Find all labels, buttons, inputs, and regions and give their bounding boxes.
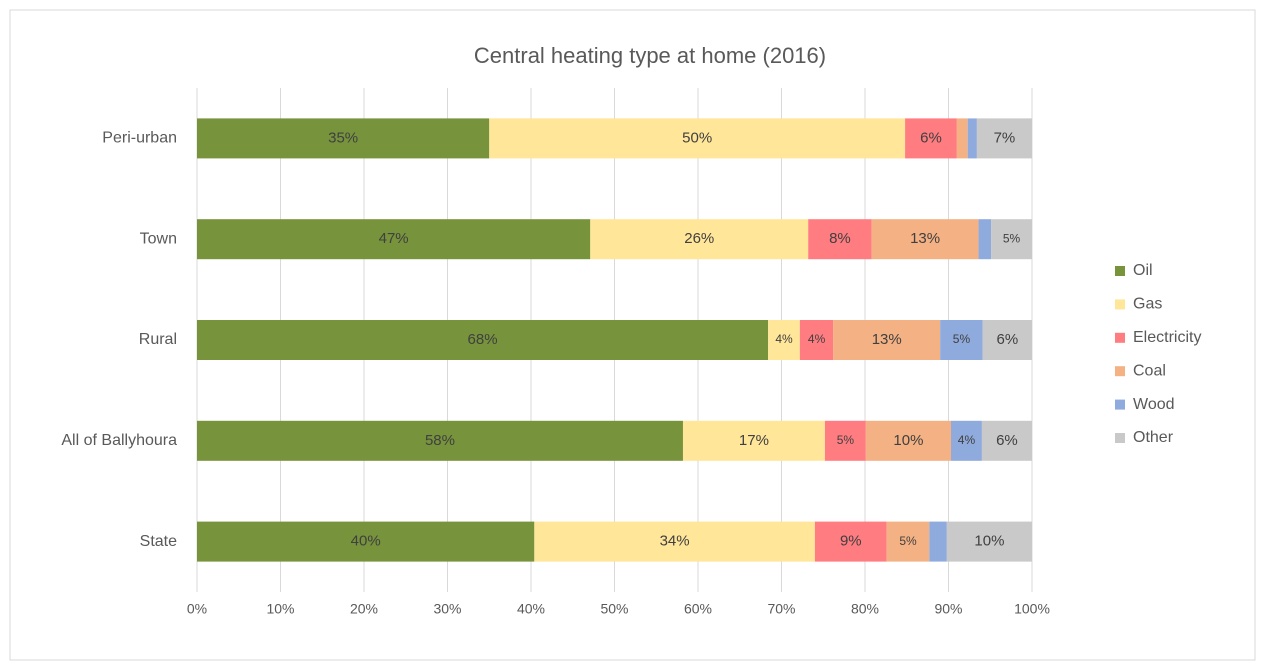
x-tick-label: 40% [517,601,545,617]
x-tick-label: 20% [350,601,378,617]
legend-swatch [1115,299,1125,310]
data-label: 6% [997,331,1019,348]
data-label: 5% [837,433,855,447]
x-tick-label: 100% [1014,601,1050,617]
bar-segment [981,420,1032,461]
bar-segment [946,521,1032,562]
data-label: 17% [739,432,769,449]
bar-segment [814,521,887,562]
bar-segment [976,118,1032,159]
bar-segment [590,219,809,260]
bar-segment [967,118,977,159]
bar-segment [951,420,982,461]
y-tick-label: Rural [139,331,177,348]
data-label: 7% [994,129,1016,146]
bar-segment [871,219,979,260]
bar-segment [886,521,930,562]
bar-segment [197,420,683,461]
bar-segment [865,420,952,461]
bar-segment [956,118,968,159]
bar-segment [197,219,591,260]
chart-title: Central heating type at home (2016) [474,43,826,68]
data-label: 5% [953,332,971,346]
x-tick-label: 50% [600,601,628,617]
data-label: 4% [775,332,793,346]
bar-segment [534,521,815,562]
data-label: 47% [379,230,409,247]
bar-segment [929,521,947,562]
data-label: 8% [829,230,851,247]
y-tick-label: Town [140,230,177,247]
data-label: 13% [872,331,902,348]
bar-segment [799,320,834,360]
legend-swatch [1115,366,1125,377]
legend-swatch [1115,266,1125,276]
bar-segment [982,320,1032,360]
bar-segment [978,219,992,260]
bar-segment [489,118,906,159]
data-label: 4% [958,433,976,447]
data-label: 50% [682,129,712,146]
bar-segment [808,219,872,260]
y-tick-label: State [140,533,177,550]
bar-segment [768,320,800,360]
x-tick-label: 30% [433,601,461,617]
x-tick-label: 80% [851,601,879,617]
data-label: 10% [974,533,1004,550]
bar-segment [197,320,769,360]
x-tick-label: 70% [767,601,795,617]
data-label: 4% [808,332,826,346]
data-label: 5% [899,534,917,548]
bar-segment [833,320,941,360]
legend-label: Coal [1133,362,1166,379]
x-tick-label: 90% [934,601,962,617]
legend-label: Other [1133,429,1174,446]
data-label: 68% [468,331,498,348]
y-tick-label: Peri-urban [102,130,177,147]
legend-label: Oil [1133,262,1153,279]
legend-swatch [1115,399,1125,410]
data-label: 40% [351,533,381,550]
data-label: 10% [893,432,923,449]
data-label: 13% [910,230,940,247]
legend-label: Gas [1133,296,1162,313]
bar-segment [991,219,1032,260]
legend-swatch [1115,433,1125,443]
data-label: 6% [996,432,1018,449]
data-label: 34% [660,533,690,550]
bar-segment [905,118,957,159]
legend-label: Wood [1133,396,1175,413]
bar-segment [197,521,535,562]
data-label: 9% [840,533,862,550]
legend-swatch [1115,332,1125,343]
legend-label: Electricity [1133,329,1201,346]
x-tick-label: 10% [266,601,294,617]
bar-segment [940,320,983,360]
x-tick-label: 0% [187,601,207,617]
data-label: 26% [684,230,714,247]
y-tick-label: All of Ballyhoura [61,432,177,449]
bar-segment [824,420,866,461]
data-label: 6% [920,129,942,146]
bar-segment [197,118,490,159]
data-label: 35% [328,129,358,146]
bar-segment [682,420,825,461]
data-label: 58% [425,432,455,449]
data-label: 5% [1003,231,1021,245]
x-tick-label: 60% [684,601,712,617]
